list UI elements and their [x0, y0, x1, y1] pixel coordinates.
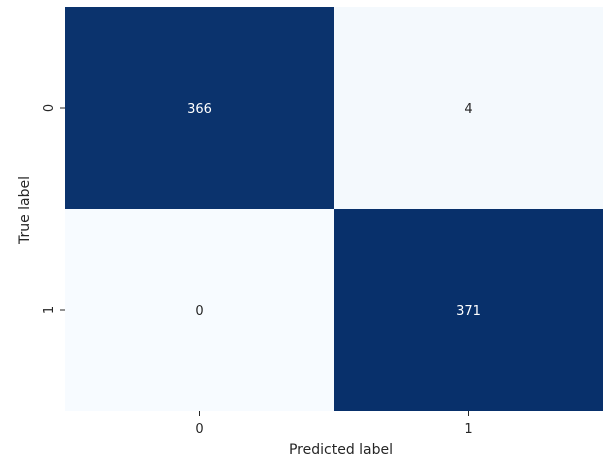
cell-value-1-0: 0	[195, 304, 203, 319]
cell-value-0-0: 366	[187, 102, 212, 117]
heatmap-cell-1-1	[334, 209, 603, 411]
x-tick-label-1: 1	[464, 422, 472, 437]
cell-value-0-1: 4	[464, 102, 472, 117]
cell-value-1-1: 371	[456, 304, 481, 319]
heatmap-cell-1-0	[65, 209, 334, 411]
y-tick-label-1: 1	[42, 306, 57, 314]
x-tick-label-0: 0	[195, 422, 203, 437]
heatmap-cells	[65, 7, 603, 411]
x-axis-label: Predicted label	[289, 442, 393, 458]
heatmap-cell-0-1	[334, 7, 603, 209]
cell-annotations: 366 4 0 371	[187, 102, 481, 319]
y-axis: 01	[42, 104, 65, 314]
heatmap-cell-0-0	[65, 7, 334, 209]
y-axis-label: True label	[17, 176, 33, 245]
y-tick-label-0: 0	[42, 104, 57, 112]
